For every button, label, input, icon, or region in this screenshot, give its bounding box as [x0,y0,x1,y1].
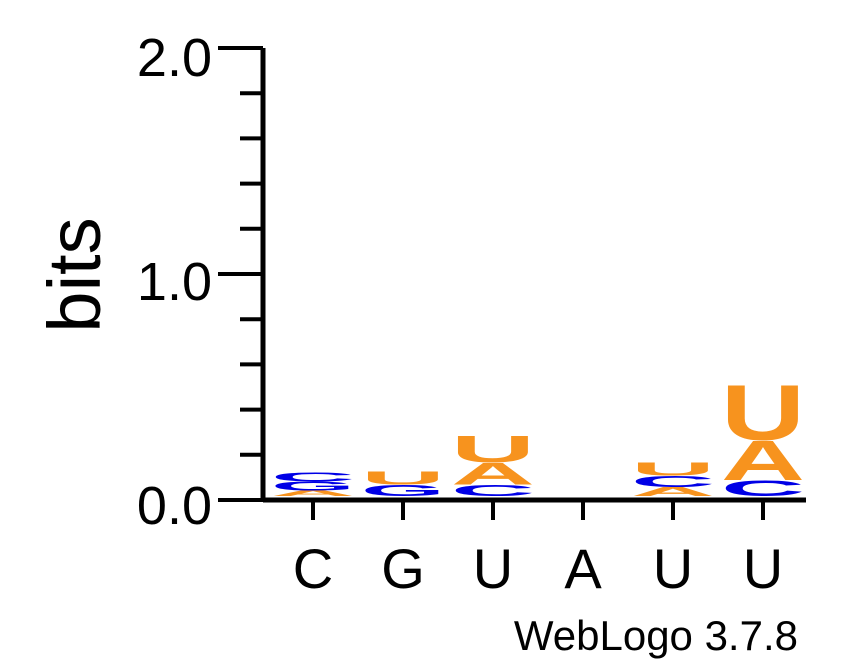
x-tick-label: G [381,537,425,600]
logo-letter-c: C [451,482,535,500]
x-tick-label: U [743,537,783,600]
logo-letter-c: C [631,473,715,491]
weblogo-version-label: WebLogo 3.7.8 [514,612,798,659]
logo-letter-u: U [721,369,805,457]
x-tick-label: A [564,537,602,600]
logo-letter-a: A [631,485,715,499]
logo-letter-u: U [631,459,715,480]
logo-letter-c: C [271,470,355,484]
logo-letter-a: A [451,457,535,492]
logo-letter-a: A [271,489,355,498]
y-axis-label: bits [33,217,116,332]
x-tick-label: U [653,537,693,600]
logo-letter-u: U [361,468,445,489]
y-tick-label-0: 0.0 [137,476,212,536]
logo-letter-u: U [451,429,535,471]
y-tick-label-2: 2.0 [137,28,212,88]
logo-letter-g: G [271,479,355,493]
y-tick-label-1: 1.0 [137,252,212,312]
logo-letter-a: A [721,430,805,493]
x-tick-label: C [293,537,333,600]
y-axis-ticks [218,46,263,502]
logo-letter-c: C [721,476,805,501]
x-tick-label: U [473,537,513,600]
logo-letter-g: G [361,482,445,499]
